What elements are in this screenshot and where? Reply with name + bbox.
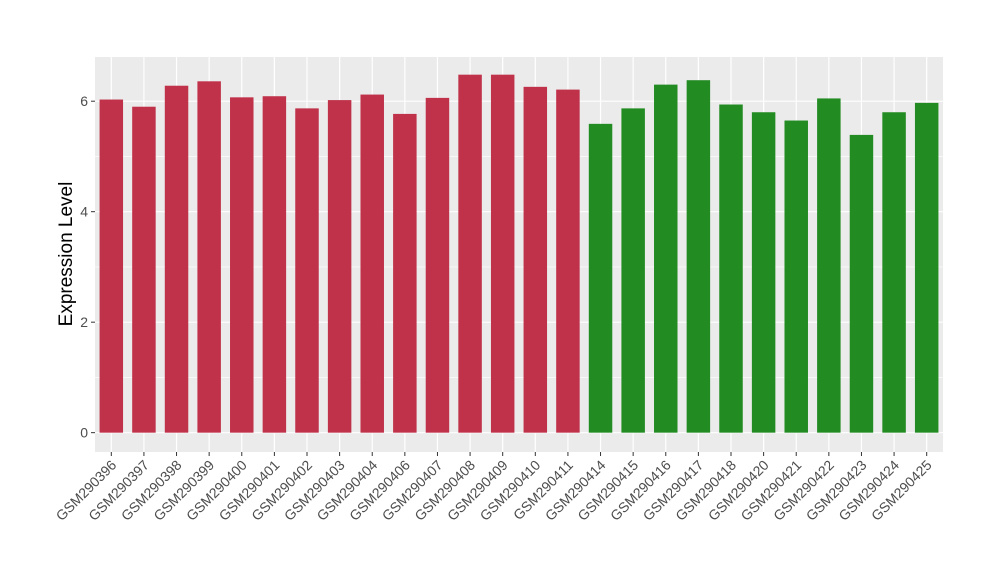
- y-axis-label: Expression Level: [56, 182, 77, 327]
- bar-GSM290417: [686, 80, 711, 433]
- y-tick-label: 0: [80, 425, 88, 441]
- bar-GSM290396: [99, 99, 124, 433]
- bar-GSM290401: [262, 96, 287, 433]
- bar-GSM290421: [784, 120, 808, 433]
- bar-GSM290416: [654, 84, 678, 433]
- bar-GSM290425: [914, 102, 939, 433]
- bar-GSM290406: [393, 113, 417, 433]
- bar-GSM290422: [817, 98, 841, 433]
- bar-GSM290400: [230, 97, 254, 433]
- bar-GSM290423: [849, 134, 874, 433]
- bar-GSM290402: [295, 108, 319, 433]
- bar-GSM290414: [588, 123, 613, 433]
- bar-GSM290403: [327, 100, 352, 433]
- bar-GSM290408: [458, 74, 482, 433]
- y-tick-label: 2: [80, 314, 88, 330]
- bar-GSM290399: [197, 81, 221, 433]
- y-tick-label: 6: [80, 93, 88, 109]
- plot-panel: [95, 57, 943, 452]
- bar-GSM290407: [425, 97, 450, 433]
- y-tick-label: 4: [80, 204, 88, 220]
- bar-GSM290415: [621, 108, 645, 433]
- y-axis: 0 2 4 6: [80, 93, 95, 441]
- bar-GSM290418: [719, 104, 743, 433]
- bar-GSM290424: [882, 112, 906, 433]
- bar-GSM290411: [556, 89, 580, 433]
- bar-GSM290404: [360, 94, 384, 433]
- bar-GSM290420: [751, 112, 776, 433]
- bar-GSM290398: [164, 85, 189, 433]
- x-axis: GSM290396GSM290397GSM290398GSM290399GSM2…: [53, 452, 935, 524]
- bar-GSM290410: [523, 86, 548, 433]
- bar-GSM290397: [132, 106, 156, 433]
- bars: [99, 74, 939, 433]
- bar-GSM290409: [490, 74, 515, 433]
